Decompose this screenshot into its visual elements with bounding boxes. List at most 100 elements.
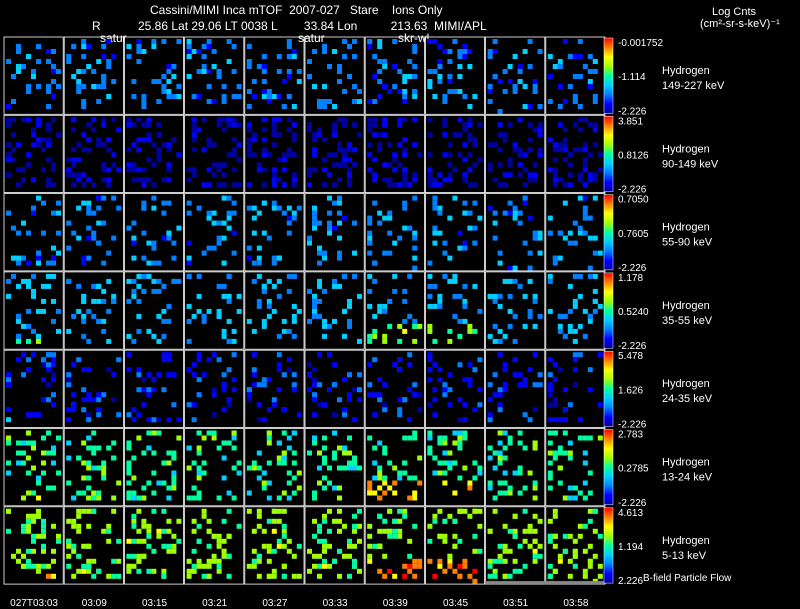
heatmap-cell — [251, 465, 257, 471]
panel-frame — [424, 271, 485, 350]
heatmap-cell — [136, 372, 142, 378]
heatmap-cell — [66, 245, 72, 251]
heatmap-cell — [226, 553, 232, 559]
heatmap-cell — [291, 137, 297, 143]
heatmap-cell — [402, 573, 408, 579]
heatmap-cell — [141, 137, 147, 143]
heatmap-cell — [562, 127, 568, 133]
heatmap-cell — [281, 372, 287, 378]
heatmap-cell — [256, 553, 262, 559]
heatmap-cell — [442, 460, 448, 466]
heatmap-cell — [156, 528, 162, 534]
heatmap-cell — [226, 59, 232, 64]
heatmap-cell — [206, 573, 212, 579]
heatmap-cell — [342, 39, 347, 44]
heatmap-cell — [26, 548, 31, 554]
heatmap-cell — [31, 445, 36, 451]
heatmap-cell — [166, 450, 172, 456]
heatmap-cell — [512, 357, 518, 363]
heatmap-cell — [281, 79, 287, 84]
heatmap-cell — [367, 485, 373, 491]
heatmap-cell — [432, 518, 438, 524]
heatmap-cell — [71, 147, 77, 153]
heatmap-cell — [31, 465, 36, 471]
heatmap-cell — [26, 278, 31, 284]
heatmap-cell — [21, 220, 26, 226]
heatmap-cell — [557, 465, 563, 471]
heatmap-cell — [86, 205, 92, 211]
heatmap-cell — [196, 538, 202, 544]
heatmap-cell — [562, 147, 568, 153]
heatmap-cell — [81, 147, 87, 153]
heatmap-cell — [266, 313, 272, 319]
heatmap-cell — [372, 260, 378, 266]
heatmap-cell — [136, 273, 142, 279]
heatmap-cell — [216, 445, 222, 451]
heatmap-cell — [587, 318, 593, 324]
heatmap-cell — [256, 475, 262, 481]
heatmap-cell — [46, 367, 51, 373]
heatmap-cell — [552, 568, 558, 574]
heatmap-cell — [562, 533, 568, 539]
heatmap-cell — [522, 84, 528, 89]
heatmap-cell — [532, 162, 538, 168]
heatmap-cell — [101, 298, 107, 304]
heatmap-cell — [266, 278, 272, 284]
heatmap-cell — [462, 402, 468, 408]
heatmap-cell — [367, 117, 373, 123]
heatmap-cell — [562, 200, 568, 206]
heatmap-cell — [527, 215, 533, 221]
heatmap-cell — [317, 553, 322, 559]
heatmap-cell — [402, 167, 408, 173]
heatmap-cell — [342, 553, 347, 559]
heatmap-cell — [322, 435, 327, 441]
heatmap-cell — [472, 578, 478, 584]
heatmap-cell — [276, 495, 282, 501]
heatmap-cell — [452, 490, 458, 496]
heatmap-cell — [322, 513, 327, 519]
heatmap-cell — [71, 495, 77, 501]
panel-r5-c2 — [126, 430, 182, 501]
colorbar-mid-label: 0.7605 — [618, 229, 649, 240]
heatmap-cell — [502, 543, 508, 549]
heatmap-cell — [577, 39, 583, 44]
heatmap-cell — [457, 132, 463, 138]
heatmap-cell — [196, 490, 202, 496]
heatmap-cell — [141, 485, 147, 491]
heatmap-cell — [402, 435, 408, 441]
heatmap-cell — [537, 132, 543, 138]
heatmap-cell — [327, 210, 332, 216]
heatmap-cell — [572, 298, 578, 304]
heatmap-cell — [442, 273, 448, 279]
heatmap-cell — [592, 235, 598, 241]
heatmap-cell — [171, 480, 177, 486]
heatmap-cell — [196, 308, 202, 314]
heatmap-cell — [256, 298, 262, 304]
heatmap-cell — [171, 255, 177, 261]
heatmap-cell — [276, 538, 282, 544]
heatmap-cell — [582, 308, 588, 314]
heatmap-cell — [532, 298, 538, 304]
heatmap-cell — [377, 220, 383, 226]
heatmap-cell — [402, 177, 408, 183]
heatmap-cell — [81, 490, 87, 496]
heatmap-cell — [191, 417, 197, 423]
panel-frame — [485, 193, 546, 272]
panel-r3-c2 — [126, 273, 182, 344]
heatmap-cell — [532, 480, 538, 486]
heatmap-cell — [86, 200, 92, 206]
flow-bar — [485, 581, 604, 585]
heatmap-cell — [332, 182, 337, 188]
panel-r6-c4 — [246, 508, 302, 579]
heatmap-cell — [201, 513, 207, 519]
heatmap-cell — [592, 99, 598, 104]
heatmap-cell — [291, 49, 297, 54]
colorbar-mid-label: 0.2785 — [618, 464, 649, 475]
heatmap-cell — [402, 563, 408, 569]
heatmap-cell — [367, 362, 373, 368]
heatmap-cell — [271, 397, 277, 403]
heatmap-cell — [317, 465, 322, 471]
heatmap-cell — [442, 49, 448, 54]
heatmap-cell — [76, 157, 82, 163]
heatmap-cell — [171, 94, 177, 99]
